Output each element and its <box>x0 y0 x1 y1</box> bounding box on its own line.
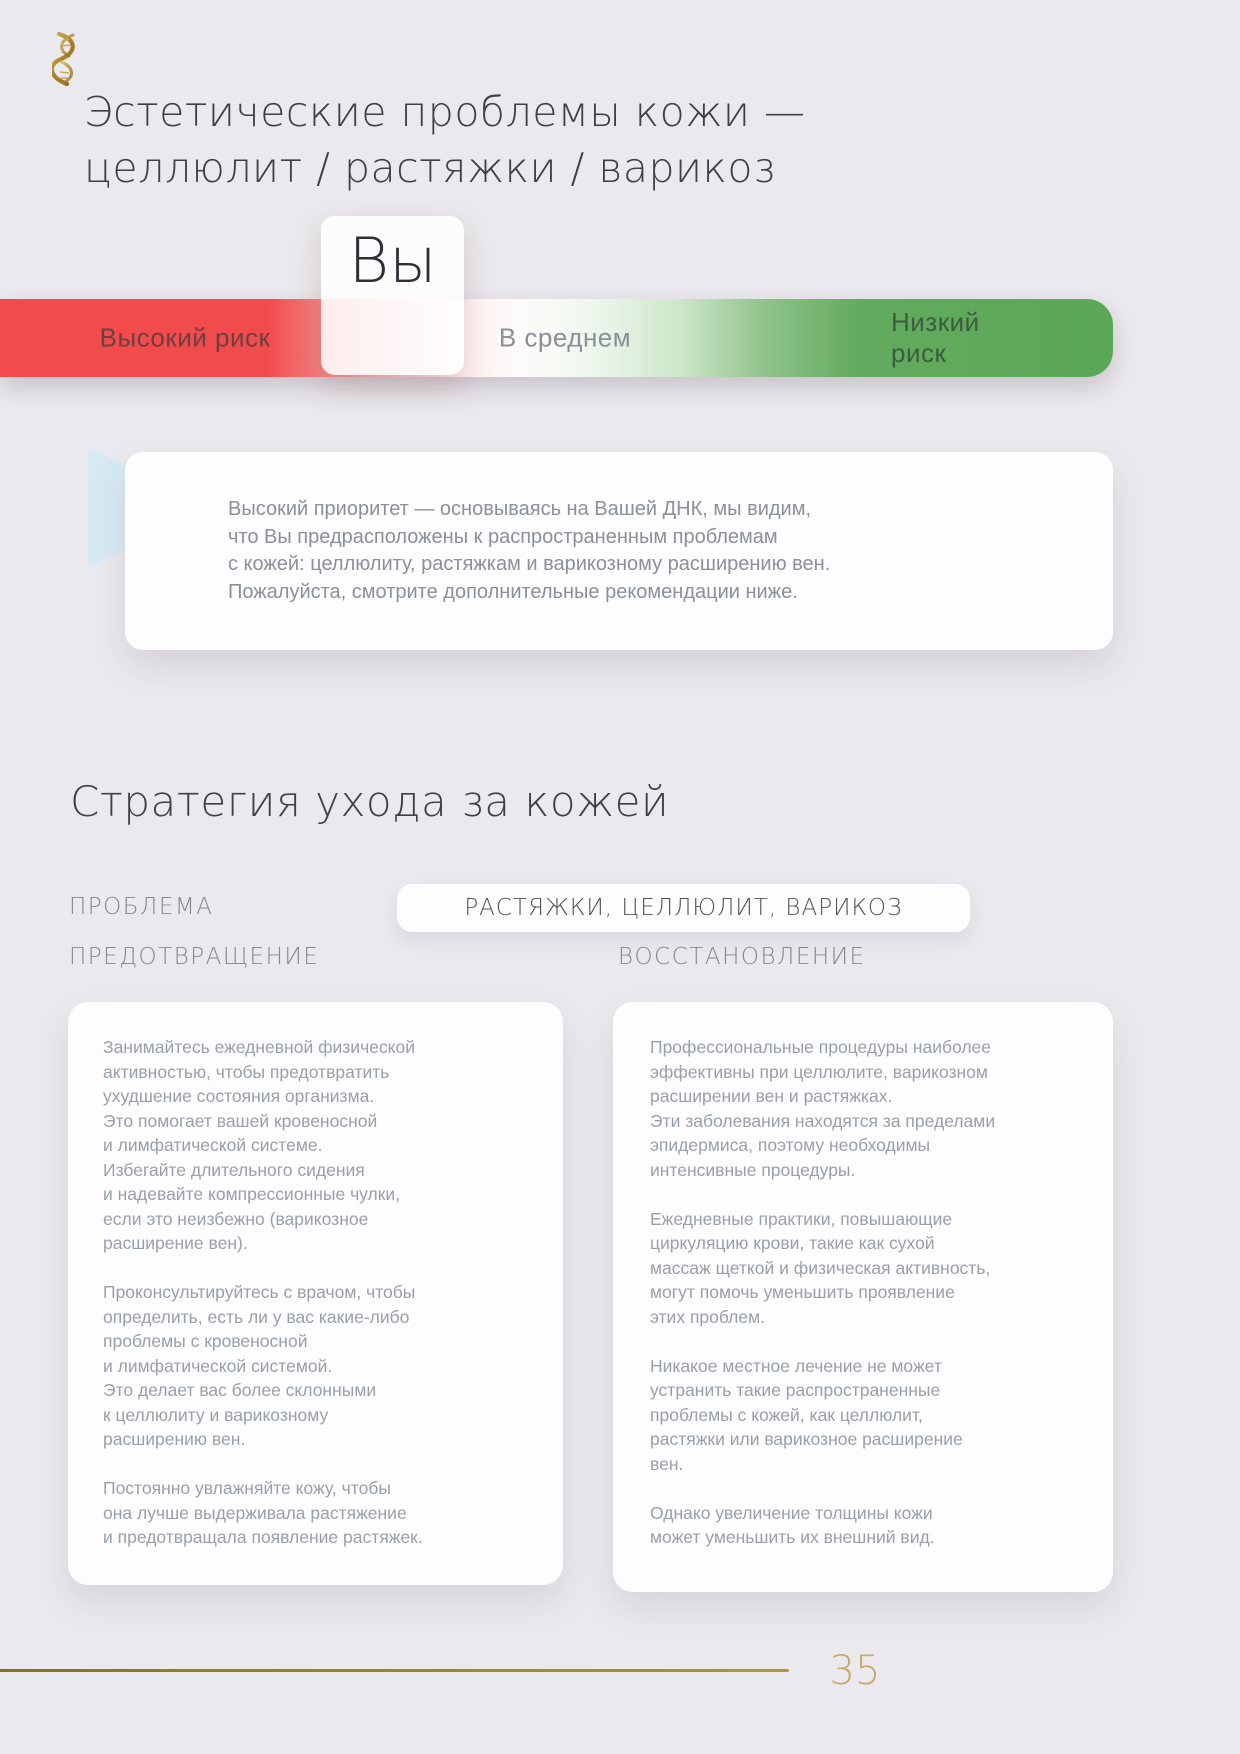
problem-value-pill: РАСТЯЖКИ, ЦЕЛЛЮЛИТ, ВАРИКОЗ <box>397 884 970 932</box>
page-title: Эстетические проблемы кожи — целлюлит / … <box>84 88 806 192</box>
priority-callout-card: Высокий приоритет — основываясь на Вашей… <box>125 452 1113 650</box>
prevention-card: Занимайтесь ежедневной физической активн… <box>68 1002 563 1585</box>
restoration-card: Профессиональные процедуры наиболее эффе… <box>613 1002 1113 1592</box>
risk-label-high: Высокий риск <box>99 322 271 353</box>
footer-gold-rule <box>0 1669 789 1672</box>
risk-label-medium: В среднем <box>498 322 632 353</box>
priority-callout-text: Высокий приоритет — основываясь на Вашей… <box>228 498 831 603</box>
problem-label: ПРОБЛЕМА <box>69 894 214 920</box>
page-number: 35 <box>829 1648 881 1694</box>
restoration-card-text: Профессиональные процедуры наиболее эффе… <box>650 1037 996 1547</box>
prevention-column-heading: ПРЕДОТВРАЩЕНИЕ <box>69 944 320 970</box>
you-position-marker: Вы <box>321 216 464 375</box>
dna-helix-icon <box>49 31 82 87</box>
risk-gradient-bar: Высокий риск В среднем Низкий риск <box>0 299 1113 377</box>
restoration-column-heading: ВОССТАНОВЛЕНИЕ <box>618 944 866 970</box>
you-marker-label: Вы <box>348 224 437 297</box>
section-title: Стратегия ухода за кожей <box>70 777 670 826</box>
prevention-card-text: Занимайтесь ежедневной физической активн… <box>103 1037 423 1547</box>
risk-label-low: Низкий риск <box>891 307 980 368</box>
